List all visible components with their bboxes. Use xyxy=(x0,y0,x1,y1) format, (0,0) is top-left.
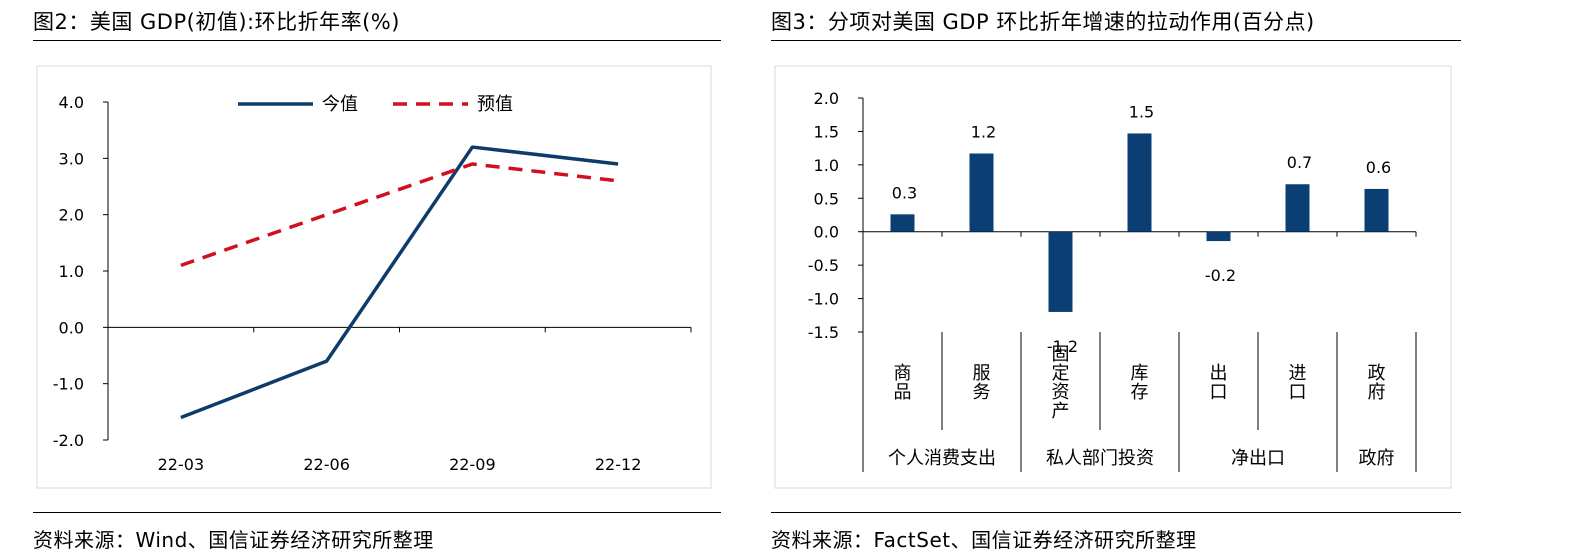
data-label: 0.7 xyxy=(1287,153,1312,172)
category-label-char: 固 xyxy=(1052,344,1070,365)
right-source-note: 资料来源：FactSet、国信证券经济研究所整理 xyxy=(771,528,1197,552)
y-tick-label: 0.0 xyxy=(814,223,839,242)
group-label: 净出口 xyxy=(1231,448,1285,469)
y-tick-label: -2.0 xyxy=(53,431,84,450)
series-line-forecast xyxy=(180,162,619,268)
x-tick-label: 22-09 xyxy=(449,455,496,474)
group-label: 私人部门投资 xyxy=(1046,448,1154,469)
bar xyxy=(1048,231,1073,312)
bar xyxy=(1285,184,1310,232)
right-bar-chart: 2.0 1.5 1.0 0.5 0.0 -0.5 -1.0 -1.5 0.3 1.2 -1.2 1.5… xyxy=(774,65,1452,489)
bar xyxy=(890,214,915,232)
category-label-char: 政 xyxy=(1368,363,1386,384)
right-plot-frame xyxy=(774,65,1452,489)
left-source-rule xyxy=(33,512,721,513)
y-tick-label: 1.5 xyxy=(814,122,839,141)
y-tick-label: 1.0 xyxy=(814,156,839,175)
category-label-char: 库 xyxy=(1131,363,1149,384)
left-figure-title: 图2：美国 GDP(初值):环比折年率(%) xyxy=(33,10,400,34)
left-figure-panel: 图2：美国 GDP(初值):环比折年率(%) 4.0 3.0 2.0 1.0 0.0 -1… xyxy=(33,0,721,558)
data-label: 0.3 xyxy=(892,183,917,202)
left-title-rule xyxy=(33,40,721,41)
legend-label: 预值 xyxy=(477,94,513,115)
data-label: 1.2 xyxy=(971,122,996,141)
group-label: 政府 xyxy=(1359,448,1395,469)
data-label: -1.2 xyxy=(1047,337,1078,356)
category-label-char: 定 xyxy=(1052,363,1070,384)
data-label: -0.2 xyxy=(1205,266,1236,285)
right-title-rule xyxy=(771,40,1461,41)
category-label-char: 务 xyxy=(973,382,991,403)
right-figure-panel: 图3：分项对美国 GDP 环比折年增速的拉动作用(百分点) 2.0 1.5 1.0 0… xyxy=(771,0,1461,558)
right-source-rule xyxy=(771,512,1461,513)
category-label-char: 品 xyxy=(894,382,912,403)
category-label-char: 出 xyxy=(1210,363,1228,384)
y-tick-label: 1.0 xyxy=(59,262,84,281)
category-label-char: 口 xyxy=(1210,382,1228,403)
y-tick-label: -1.5 xyxy=(808,323,839,342)
left-plot-frame xyxy=(36,65,712,489)
series-line-actual xyxy=(180,145,619,420)
y-tick-label: 2.0 xyxy=(814,89,839,108)
x-tick-label: 22-12 xyxy=(595,455,642,474)
left-source-note: 资料来源：Wind、国信证券经济研究所整理 xyxy=(33,528,434,552)
category-label-char: 进 xyxy=(1289,363,1307,384)
category-label-char: 商 xyxy=(894,363,912,384)
left-line-chart: 4.0 3.0 2.0 1.0 0.0 -1.0 -2.0 22-03 22-06 22-09 22… xyxy=(36,65,712,489)
data-label: 1.5 xyxy=(1129,102,1154,121)
y-tick-label: 0.0 xyxy=(59,318,84,337)
bar xyxy=(1364,188,1389,232)
category-label-char: 资 xyxy=(1052,382,1070,403)
y-tick-label: 4.0 xyxy=(59,93,84,112)
legend-label: 今值 xyxy=(322,94,358,115)
y-tick-label: -1.0 xyxy=(808,290,839,309)
right-figure-title: 图3：分项对美国 GDP 环比折年增速的拉动作用(百分点) xyxy=(771,10,1315,34)
y-tick-label: 3.0 xyxy=(59,149,84,168)
y-tick-label: -0.5 xyxy=(808,256,839,275)
group-label: 个人消费支出 xyxy=(888,448,996,469)
category-label-char: 口 xyxy=(1289,382,1307,403)
bar xyxy=(1127,133,1152,232)
x-tick-label: 22-03 xyxy=(158,455,205,474)
y-tick-label: -1.0 xyxy=(53,375,84,394)
category-label-char: 产 xyxy=(1052,401,1070,422)
bar xyxy=(1206,231,1231,242)
category-label-char: 存 xyxy=(1131,382,1149,403)
y-tick-label: 2.0 xyxy=(59,206,84,225)
category-label-char: 府 xyxy=(1368,382,1386,403)
y-tick-label: 0.5 xyxy=(814,189,839,208)
x-tick-label: 22-06 xyxy=(303,455,350,474)
data-label: 0.6 xyxy=(1366,158,1391,177)
bar xyxy=(969,153,994,232)
category-label-char: 服 xyxy=(973,363,991,384)
